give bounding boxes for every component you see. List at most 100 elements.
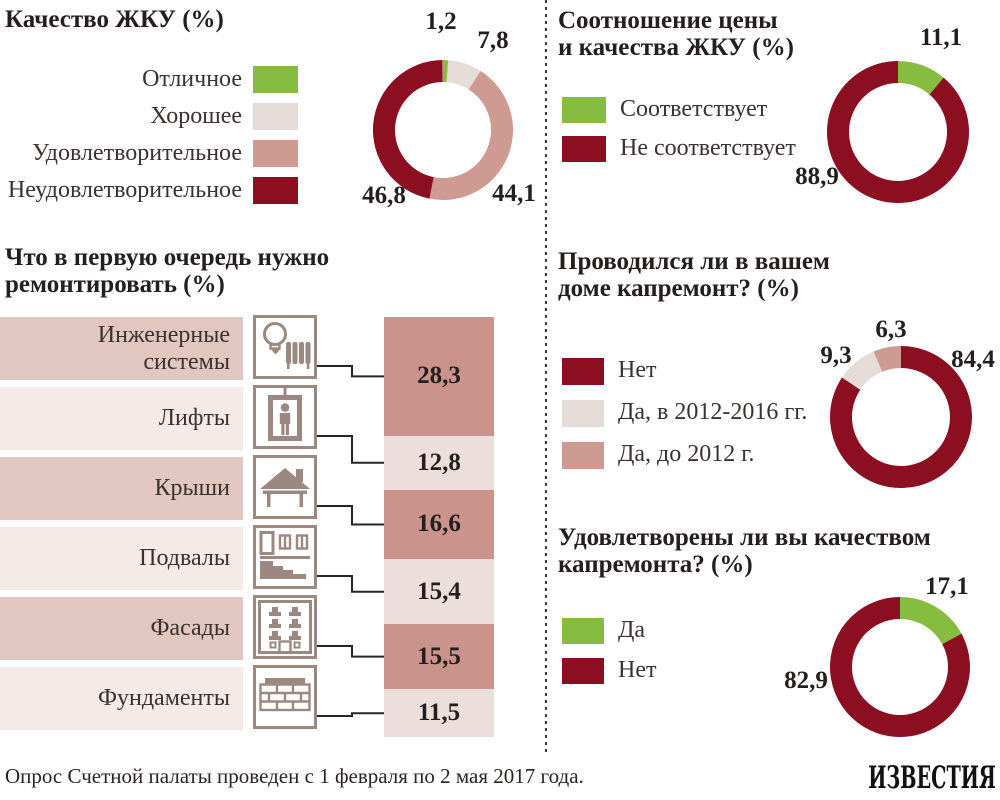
- segment-value-label: 44,1: [492, 180, 536, 207]
- bar-segment: 28,3: [384, 317, 494, 436]
- legend-item: Да: [562, 611, 656, 651]
- engineering-systems-icon: [253, 315, 317, 379]
- donut-chart-quality: [372, 59, 514, 201]
- connector-line: [317, 505, 384, 526]
- elevator-icon: [253, 385, 317, 449]
- connector-line: [317, 712, 384, 717]
- foundation-icon: [253, 665, 317, 729]
- donut-chart-price-quality: [826, 60, 970, 204]
- row-band: Лифты: [0, 387, 243, 450]
- segment-value-label: 84,4: [951, 346, 995, 373]
- title-overhaul: Проводился ли в вашем доме капремонт? (%…: [558, 248, 830, 302]
- legend-label: Отличное: [142, 65, 242, 92]
- legend-overhaul-quality: Да Нет: [562, 611, 656, 691]
- survey-caption: Опрос Счетной палаты проведен с 1 феврал…: [5, 764, 584, 788]
- donut-segment-quality: [446, 60, 481, 90]
- legend-item: Удовлетворительное: [0, 135, 298, 172]
- donut-segment-overhaul_quality: [900, 597, 962, 645]
- legend-swatch: [253, 140, 298, 167]
- row-label: Крыши: [154, 475, 230, 502]
- segment-value-label: 82,9: [784, 667, 828, 694]
- segment-value-label: 11,1: [919, 24, 963, 51]
- bar-value-label: 12,8: [417, 448, 461, 476]
- row-label: Инженерные системы: [97, 322, 230, 375]
- bar-segment: 16,6: [384, 489, 494, 560]
- connector-line: [317, 645, 384, 658]
- roof-icon: [253, 455, 317, 519]
- segment-value-label: 6,3: [875, 316, 907, 343]
- legend-label: Хорошее: [150, 102, 242, 129]
- bar-segment: 15,4: [384, 559, 494, 624]
- legend-label: Неудовлетворительное: [7, 176, 242, 203]
- row-band: Фасады: [0, 597, 243, 660]
- bar-segment: 15,5: [384, 624, 494, 690]
- bar-value-label: 11,5: [417, 699, 461, 727]
- legend-item: Нет: [562, 651, 656, 691]
- legend-price-quality: Соответствует Не соответствует: [562, 90, 796, 168]
- legend-swatch: [562, 441, 604, 469]
- row-label: Подвалы: [139, 545, 230, 572]
- bar-value-label: 28,3: [417, 362, 461, 390]
- legend-label: Не соответствует: [620, 134, 796, 161]
- donut-segment-quality: [372, 60, 443, 199]
- donut-chart-overhaul-quality: [829, 596, 971, 738]
- title-quality: Качество ЖКУ (%): [5, 6, 224, 33]
- donut-segment-price_quality: [898, 61, 944, 95]
- legend-swatch: [562, 357, 604, 385]
- legend-label: Да, в 2012-2016 гг.: [618, 399, 808, 426]
- legend-overhaul: Нет Да, в 2012-2016 гг. Да, до 2012 г.: [562, 350, 807, 476]
- legend-swatch: [562, 135, 606, 162]
- row-band: Фундаменты: [0, 667, 243, 730]
- bar-segment: 12,8: [384, 435, 494, 490]
- legend-item: Да, до 2012 г.: [562, 434, 807, 476]
- legend-item: Да, в 2012-2016 гг.: [562, 392, 807, 434]
- donut-segment-quality: [443, 60, 449, 83]
- legend-quality: Отличное Хорошее Удовлетворительное Неудовл…: [0, 61, 298, 209]
- segment-value-label: 46,8: [362, 182, 406, 209]
- segment-value-label: 88,9: [795, 163, 839, 190]
- donut-chart-overhaul: [829, 345, 973, 489]
- vertical-dotted-divider: [545, 0, 547, 752]
- connector-line: [317, 365, 384, 378]
- legend-label: Да, до 2012 г.: [618, 441, 755, 468]
- title-repairs: Что в первую очередь нужно ремонтировать…: [5, 244, 330, 298]
- legend-swatch: [562, 618, 604, 644]
- segment-value-label: 1,2: [425, 8, 457, 35]
- legend-label: Соответствует: [620, 95, 768, 122]
- legend-item: Нет: [562, 350, 807, 392]
- legend-label: Нет: [618, 357, 657, 384]
- bar-value-label: 15,4: [417, 577, 461, 605]
- row-label: Фасады: [150, 615, 230, 642]
- connector-line: [317, 575, 384, 593]
- legend-swatch: [562, 658, 604, 684]
- bar-value-label: 15,5: [417, 642, 461, 670]
- legend-item: Неудовлетворительное: [0, 172, 298, 209]
- row-band: Крыши: [0, 457, 243, 520]
- donut-segment-overhaul: [842, 351, 883, 390]
- row-band: Подвалы: [0, 527, 243, 590]
- donut-segment-price_quality: [826, 60, 969, 203]
- row-band: Инженерные системы: [0, 317, 243, 380]
- connector-lines: [317, 365, 384, 717]
- bar-segment: 11,5: [384, 689, 494, 738]
- basement-icon: [253, 525, 317, 589]
- donut-segment-overhaul: [873, 346, 901, 372]
- legend-swatch: [253, 103, 298, 130]
- segment-value-label: 17,1: [925, 573, 969, 600]
- legend-item: Не соответствует: [562, 129, 796, 168]
- legend-item: Соответствует: [562, 90, 796, 129]
- row-label: Лифты: [158, 405, 230, 432]
- legend-label: Нет: [618, 657, 657, 684]
- row-label: Фундаменты: [98, 685, 230, 712]
- donut-segment-overhaul_quality: [829, 597, 970, 737]
- legend-swatch: [253, 177, 298, 204]
- legend-label: Да: [618, 617, 646, 644]
- legend-label: Удовлетворительное: [32, 139, 242, 166]
- legend-swatch: [562, 96, 606, 123]
- legend-swatch: [253, 66, 298, 93]
- facade-icon: [253, 595, 317, 659]
- bar-value-label: 16,6: [417, 510, 461, 538]
- donut-segment-quality: [429, 70, 514, 201]
- segment-value-label: 9,3: [820, 342, 852, 369]
